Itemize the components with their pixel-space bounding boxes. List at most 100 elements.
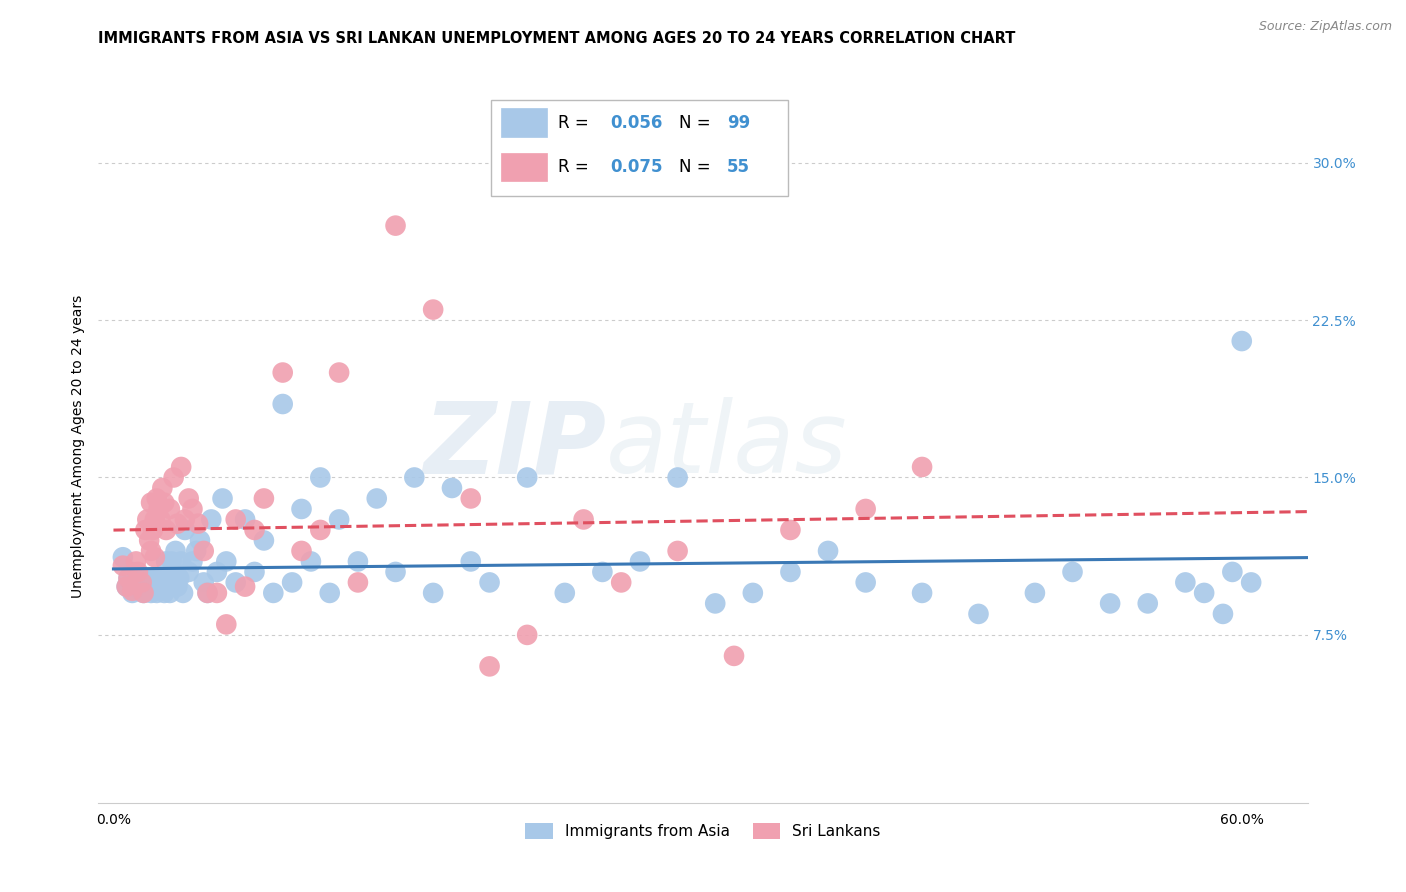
Point [200,512,222,526]
Point [131,580,153,594]
Point [186,544,208,558]
Point [174,512,197,526]
Point [225,575,247,590]
Point [591,565,613,579]
Point [136,583,159,598]
Point [139,586,162,600]
Point [1136,596,1159,610]
Point [967,607,990,621]
Point [384,219,406,233]
FancyBboxPatch shape [501,153,547,181]
Point [169,571,191,585]
Point [299,554,322,568]
Text: 0.075: 0.075 [610,158,662,176]
Point [142,571,165,585]
Point [143,583,166,598]
Point [779,565,801,579]
Point [460,491,482,506]
Point [145,580,167,594]
Point [131,575,153,590]
Point [478,659,501,673]
Point [366,491,388,506]
Point [233,512,256,526]
Point [155,523,177,537]
Point [155,580,177,594]
Point [572,512,595,526]
Text: 0.056: 0.056 [610,114,662,132]
Point [148,571,170,585]
Point [131,571,153,585]
Text: 99: 99 [727,114,751,132]
Point [243,565,266,579]
Text: ZIP: ZIP [423,398,606,494]
Point [1212,607,1234,621]
Point [139,575,162,590]
Point [347,575,370,590]
Point [478,575,501,590]
Point [155,554,177,568]
Text: R =: R = [558,158,593,176]
Point [271,366,294,380]
FancyBboxPatch shape [501,109,547,137]
Point [309,470,332,484]
Text: R =: R = [558,114,593,132]
Point [138,571,160,585]
Point [148,502,170,516]
Text: N =: N = [679,114,716,132]
Point [911,586,934,600]
Point [136,512,159,526]
Point [111,550,134,565]
Point [128,583,150,598]
Point [855,502,877,516]
Point [138,533,160,548]
Text: N =: N = [679,158,716,176]
Point [172,586,194,600]
Point [1099,596,1122,610]
Point [1222,565,1244,579]
Point [132,575,155,590]
Point [174,523,197,537]
Point [422,302,444,317]
Point [554,586,576,600]
Point [516,470,538,484]
Point [149,583,172,598]
Point [121,565,143,579]
Point [215,617,238,632]
Point [159,586,181,600]
Point [319,586,342,600]
Point [115,580,138,594]
Point [132,586,155,600]
Point [516,628,538,642]
Point [193,575,215,590]
Point [253,533,276,548]
Point [205,565,228,579]
Point [197,586,219,600]
Point [134,580,156,594]
Point [253,491,276,506]
Point [281,575,304,590]
Point [243,523,266,537]
Y-axis label: Unemployment Among Ages 20 to 24 years: Unemployment Among Ages 20 to 24 years [72,294,86,598]
Point [347,554,370,568]
Point [159,575,181,590]
Point [149,512,172,526]
Point [666,544,689,558]
Point [1240,575,1263,590]
Point [153,575,176,590]
Point [150,481,173,495]
Point [150,580,173,594]
Point [125,580,148,594]
Point [225,512,247,526]
Point [160,554,183,568]
Point [1024,586,1046,600]
Point [170,554,193,568]
Point [165,544,187,558]
Point [422,586,444,600]
Point [779,523,801,537]
Point [328,512,350,526]
Text: atlas: atlas [606,398,848,494]
Point [143,550,166,565]
Point [1062,565,1084,579]
Point [127,565,149,579]
Point [1230,334,1253,348]
